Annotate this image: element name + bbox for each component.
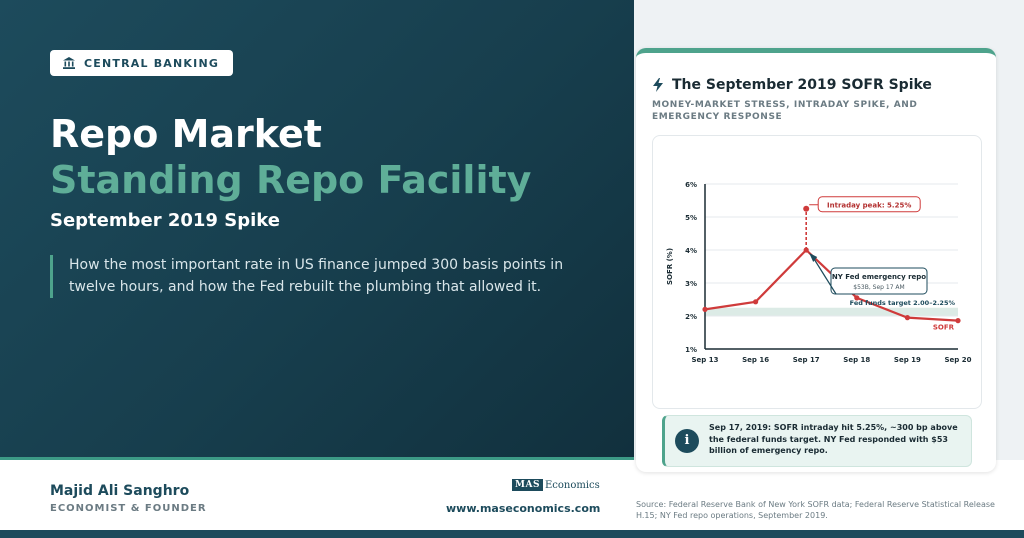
category-badge: CENTRAL BANKING bbox=[50, 50, 234, 76]
target-band bbox=[705, 307, 958, 316]
source-note: Source: Federal Reserve Bank of New York… bbox=[636, 500, 995, 521]
hero-panel: CENTRAL BANKING Repo Market Standing Rep… bbox=[0, 0, 634, 460]
author-name: Majid Ali Sanghro bbox=[50, 483, 190, 499]
author-role: ECONOMIST & FOUNDER bbox=[50, 503, 207, 514]
info-callout: i Sep 17, 2019: SOFR intraday hit 5.25%,… bbox=[662, 415, 972, 467]
y-tick-label: 3% bbox=[685, 280, 697, 288]
intraday-peak-point bbox=[803, 205, 810, 212]
data-point bbox=[753, 299, 759, 305]
lede-text: How the most important rate in US financ… bbox=[50, 255, 589, 299]
chart-area: 1% 2% 3% 4% 5% 6% Sep 13 Sep 16 Sep 17 Sep 18 Sep … bbox=[652, 135, 982, 409]
x-tick-label: Sep 13 bbox=[692, 356, 719, 364]
repo-annotation-title: NY Fed emergency repo bbox=[832, 273, 926, 281]
x-tick-label: Sep 17 bbox=[793, 356, 820, 364]
page-title: Repo Market bbox=[50, 112, 322, 156]
brand-logo: MAS Economics bbox=[512, 479, 600, 491]
repo-annotation-detail: $53B, Sep 17 AM bbox=[853, 284, 904, 291]
x-tick-label: Sep 19 bbox=[894, 356, 921, 364]
logo-text: Economics bbox=[544, 479, 600, 491]
repo-annotation-arrowhead bbox=[809, 253, 818, 262]
card-title-text: The September 2019 SOFR Spike bbox=[672, 77, 932, 93]
target-band-label: Fed funds target 2.00–2.25% bbox=[850, 299, 956, 307]
data-point bbox=[854, 295, 860, 301]
peak-annotation-box bbox=[817, 196, 921, 213]
x-tick-label: Sep 18 bbox=[843, 356, 870, 364]
card-title: The September 2019 SOFR Spike bbox=[652, 77, 932, 93]
y-tick-label: 2% bbox=[685, 313, 697, 321]
page-title-highlight: Standing Repo Facility bbox=[50, 158, 532, 202]
x-tick-label: Sep 16 bbox=[742, 356, 769, 364]
peak-annotation-label: Intraday peak: 5.25% bbox=[827, 201, 911, 209]
data-point bbox=[955, 318, 961, 324]
x-tick-label: Sep 20 bbox=[945, 356, 972, 364]
chart-card: The September 2019 SOFR Spike MONEY-MARK… bbox=[636, 48, 996, 472]
repo-annotation-box bbox=[830, 267, 928, 295]
lightning-icon bbox=[653, 78, 663, 92]
info-text: Sep 17, 2019: SOFR intraday hit 5.25%, ~… bbox=[709, 423, 958, 456]
page-subtitle: September 2019 Spike bbox=[50, 210, 280, 231]
website-link[interactable]: www.maseconomics.com bbox=[446, 502, 601, 515]
logo-mark: MAS bbox=[512, 479, 543, 491]
data-point bbox=[904, 315, 910, 321]
bank-icon bbox=[63, 57, 75, 69]
y-axis-label: SOFR (%) bbox=[666, 248, 674, 285]
y-tick-label: 4% bbox=[685, 247, 697, 255]
y-tick-label: 6% bbox=[685, 181, 697, 189]
badge-label: CENTRAL BANKING bbox=[84, 56, 220, 70]
sofr-line-chart: 1% 2% 3% 4% 5% 6% Sep 13 Sep 16 Sep 17 Sep 18 Sep … bbox=[666, 181, 972, 364]
bottom-accent-bar bbox=[0, 530, 1024, 538]
y-tick-label: 5% bbox=[685, 214, 697, 222]
card-subtitle: MONEY-MARKET STRESS, INTRADAY SPIKE, AND… bbox=[652, 100, 918, 123]
data-point bbox=[702, 306, 708, 312]
repo-annotation-arrow bbox=[811, 255, 837, 295]
data-point bbox=[803, 247, 809, 253]
y-tick-label: 1% bbox=[685, 346, 697, 354]
info-icon: i bbox=[675, 429, 699, 453]
series-label: SOFR bbox=[933, 324, 955, 332]
